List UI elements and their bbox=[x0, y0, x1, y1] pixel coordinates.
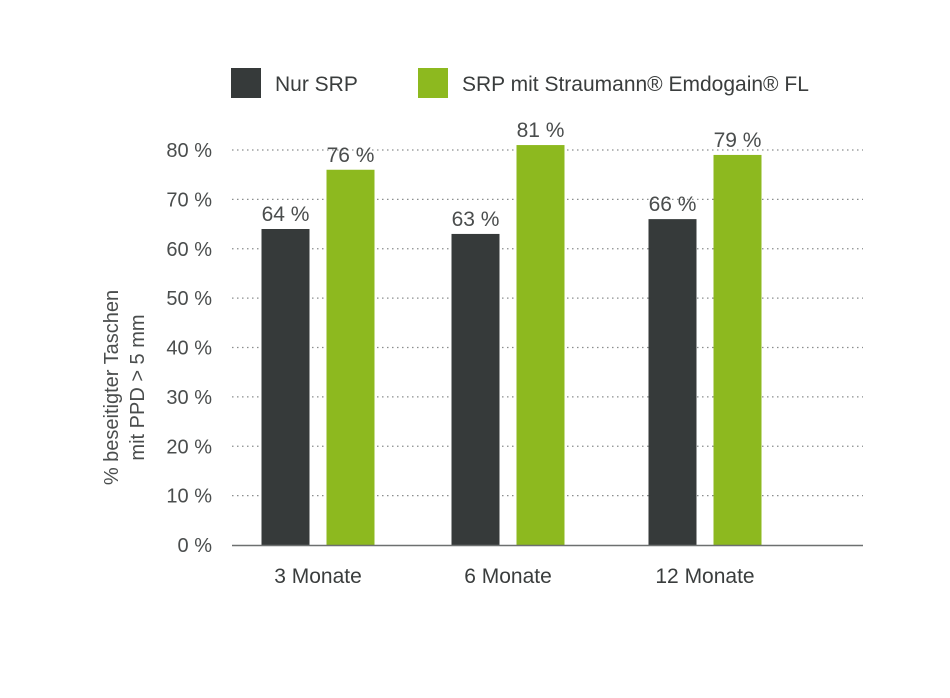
bar-srp-emdogain-1 bbox=[326, 169, 375, 545]
bar-srp-emdogain-3 bbox=[713, 154, 762, 545]
bar-srp-emdogain-2 bbox=[516, 145, 565, 545]
data-label: 79 % bbox=[714, 129, 762, 152]
y-axis-title-line-2: mit PPD > 5 mm bbox=[127, 314, 149, 460]
y-axis-ticks: 0 % 10 % 20 % 30 % 40 % 50 % 60 % 70 % 80 % bbox=[166, 140, 212, 557]
y-tick-label: 60 % bbox=[166, 239, 212, 261]
bars bbox=[261, 145, 762, 545]
bar-nur-srp-2 bbox=[451, 233, 500, 545]
legend-swatch-1 bbox=[231, 68, 261, 98]
y-tick-label: 50 % bbox=[166, 288, 212, 310]
y-tick-label: 80 % bbox=[166, 140, 212, 162]
y-tick-label: 30 % bbox=[166, 387, 212, 409]
y-axis-title-line-1: % beseitigter Taschen bbox=[101, 290, 123, 485]
x-category-label: 6 Monate bbox=[464, 565, 552, 588]
data-label: 81 % bbox=[517, 119, 565, 142]
y-axis-title: % beseitigter Taschen mit PPD > 5 mm bbox=[101, 290, 149, 485]
legend: Nur SRP SRP mit Straumann® Emdogain® FL bbox=[231, 68, 809, 98]
x-category-label: 12 Monate bbox=[655, 565, 754, 588]
data-label: 63 % bbox=[452, 208, 500, 231]
legend-swatch-2 bbox=[418, 68, 448, 98]
y-tick-label: 20 % bbox=[166, 436, 212, 458]
bar-nur-srp-3 bbox=[648, 219, 697, 545]
data-labels: 64 % 76 % 63 % 81 % 66 % 79 % bbox=[262, 119, 762, 231]
y-tick-label: 40 % bbox=[166, 338, 212, 360]
data-label: 64 % bbox=[262, 203, 310, 226]
y-tick-label: 0 % bbox=[178, 535, 213, 557]
x-category-label: 3 Monate bbox=[274, 565, 362, 588]
data-label: 76 % bbox=[327, 144, 375, 167]
legend-label-2: SRP mit Straumann® Emdogain® FL bbox=[462, 73, 809, 96]
bar-nur-srp-1 bbox=[261, 229, 310, 545]
legend-label-1: Nur SRP bbox=[275, 73, 358, 96]
data-label: 66 % bbox=[649, 193, 697, 216]
y-tick-label: 70 % bbox=[166, 189, 212, 211]
y-tick-label: 10 % bbox=[166, 486, 212, 508]
x-axis: 3 Monate 6 Monate 12 Monate bbox=[232, 544, 863, 588]
